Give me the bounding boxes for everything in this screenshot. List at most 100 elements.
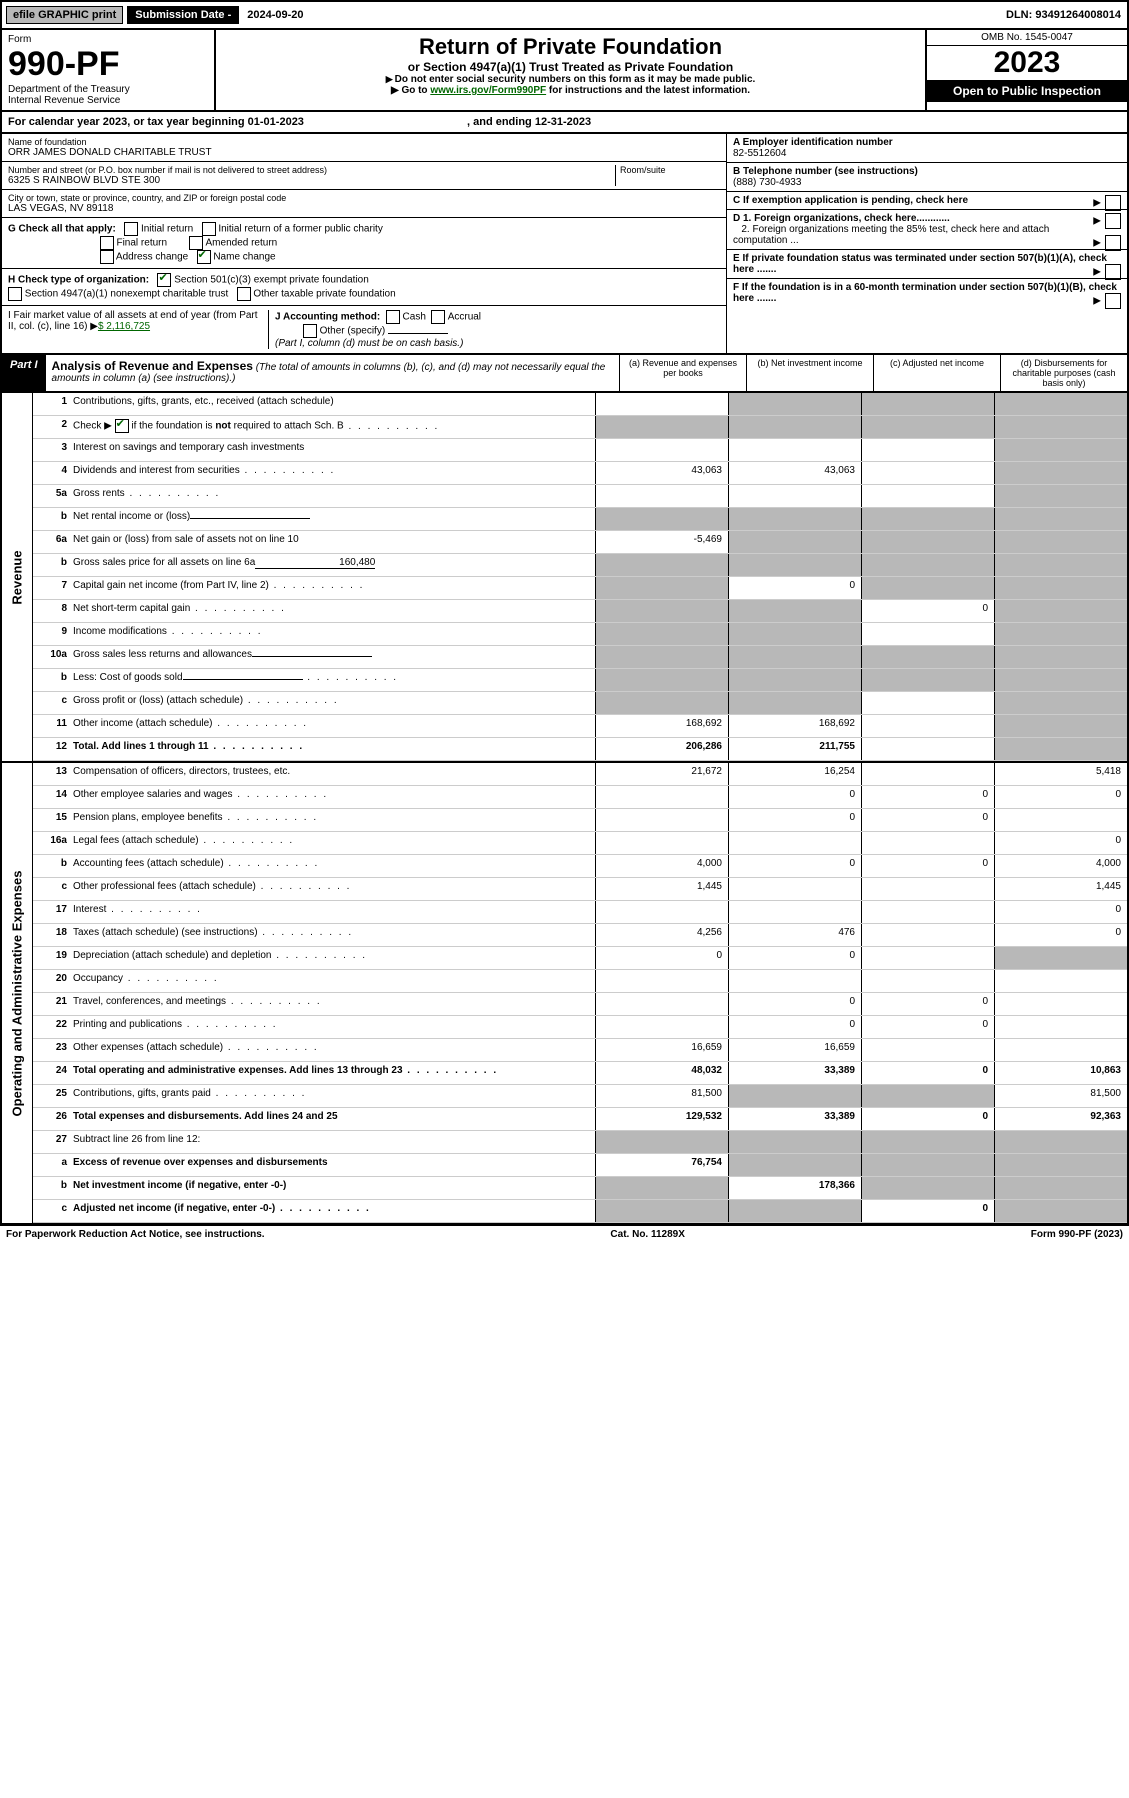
cell-c: 0 <box>861 855 994 877</box>
cb-initial[interactable] <box>124 222 138 236</box>
ein: 82-5512604 <box>733 148 786 159</box>
line-27: 27Subtract line 26 from line 12: <box>33 1131 1127 1154</box>
cb-f[interactable] <box>1105 293 1121 309</box>
line-b: bNet investment income (if negative, ent… <box>33 1177 1127 1200</box>
cb-name-change[interactable] <box>197 250 211 264</box>
part-title: Analysis of Revenue and Expenses (The to… <box>46 355 619 391</box>
other-specify[interactable] <box>388 333 448 334</box>
line-num: 4 <box>33 462 71 484</box>
section-h: H Check type of organization: Section 50… <box>2 269 726 306</box>
cb-501c3[interactable] <box>157 273 171 287</box>
j-acc: Accrual <box>448 312 481 323</box>
line-num: 20 <box>33 970 71 992</box>
form-ref: Form 990-PF (2023) <box>1031 1229 1123 1240</box>
line-num: 1 <box>33 393 71 415</box>
cell-a: 168,692 <box>595 715 728 737</box>
line-label: Occupancy <box>71 970 595 992</box>
cell-b <box>728 485 861 507</box>
cell-b <box>728 1131 861 1153</box>
cb-4947[interactable] <box>8 287 22 301</box>
cell-c: 0 <box>861 1108 994 1130</box>
cell-a <box>595 1131 728 1153</box>
form-link[interactable]: www.irs.gov/Form990PF <box>430 85 546 96</box>
cb-other-tax[interactable] <box>237 287 251 301</box>
dept: Department of the Treasury <box>8 84 208 95</box>
revenue-side-label: Revenue <box>10 550 25 604</box>
cell-a <box>595 623 728 645</box>
cb-c[interactable] <box>1105 195 1121 211</box>
line-label: Pension plans, employee benefits <box>71 809 595 831</box>
h3: Other taxable private foundation <box>253 289 395 300</box>
cb-initial-former[interactable] <box>202 222 216 236</box>
line-label: Other income (attach schedule) <box>71 715 595 737</box>
cell-c <box>861 715 994 737</box>
cell-b: 476 <box>728 924 861 946</box>
cell-c <box>861 508 994 530</box>
foundation-name: ORR JAMES DONALD CHARITABLE TRUST <box>8 147 720 158</box>
line-label: Other employee salaries and wages <box>71 786 595 808</box>
cell-d <box>994 1016 1127 1038</box>
open-inspection: Open to Public Inspection <box>927 80 1127 102</box>
i-val[interactable]: $ 2,116,725 <box>98 321 150 332</box>
cell-b <box>728 554 861 576</box>
h-label: H Check type of organization: <box>8 275 149 286</box>
line-10a: 10aGross sales less returns and allowanc… <box>33 646 1127 669</box>
line-25: 25Contributions, gifts, grants paid81,50… <box>33 1085 1127 1108</box>
line-label: Less: Cost of goods sold <box>71 669 595 691</box>
inline-field[interactable] <box>252 656 372 657</box>
expenses-table: Operating and Administrative Expenses 13… <box>0 763 1129 1225</box>
cell-d: 0 <box>994 901 1127 923</box>
line-label: Total. Add lines 1 through 11 <box>71 738 595 760</box>
addr-label: Number and street (or P.O. box number if… <box>8 165 615 175</box>
cell-c <box>861 738 994 760</box>
cat-no: Cat. No. 11289X <box>610 1229 684 1240</box>
cb-final[interactable] <box>100 236 114 250</box>
g5: Name change <box>213 252 275 263</box>
cb-d2[interactable] <box>1105 235 1121 251</box>
col-b: (b) Net investment income <box>746 355 873 391</box>
line-num: 24 <box>33 1062 71 1084</box>
cell-d <box>994 485 1127 507</box>
cell-a <box>595 1200 728 1222</box>
cb-accrual[interactable] <box>431 310 445 324</box>
g3: Amended return <box>206 238 278 249</box>
cell-b: 0 <box>728 577 861 599</box>
cell-b: 43,063 <box>728 462 861 484</box>
line-label: Travel, conferences, and meetings <box>71 993 595 1015</box>
cb-d1[interactable] <box>1105 213 1121 229</box>
line-num: 18 <box>33 924 71 946</box>
inline-field[interactable] <box>183 679 303 680</box>
irs: Internal Revenue Service <box>8 95 208 106</box>
cell-c <box>861 393 994 415</box>
cb-amended[interactable] <box>189 236 203 250</box>
line-24: 24Total operating and administrative exp… <box>33 1062 1127 1085</box>
line-2: 2Check ▶ if the foundation is not requir… <box>33 416 1127 439</box>
cell-c <box>861 901 994 923</box>
inline-field[interactable] <box>190 518 310 519</box>
g1: Initial return of a former public charit… <box>218 224 383 235</box>
name-label: Name of foundation <box>8 137 720 147</box>
cell-a: 4,256 <box>595 924 728 946</box>
instr-2a: Go to <box>401 85 430 96</box>
efile-button[interactable]: efile GRAPHIC print <box>6 6 123 24</box>
line-num: 2 <box>33 416 71 438</box>
line-11: 11Other income (attach schedule)168,6921… <box>33 715 1127 738</box>
cell-c: 0 <box>861 786 994 808</box>
line-1: 1Contributions, gifts, grants, etc., rec… <box>33 393 1127 416</box>
cb-schb[interactable] <box>115 419 129 433</box>
cell-b: 16,659 <box>728 1039 861 1061</box>
cell-b <box>728 878 861 900</box>
part-tag: Part I <box>2 355 46 391</box>
line-num: c <box>33 692 71 714</box>
cb-e[interactable] <box>1105 264 1121 280</box>
cell-b: 178,366 <box>728 1177 861 1199</box>
cell-c <box>861 669 994 691</box>
cb-cash[interactable] <box>386 310 400 324</box>
part-title-b: Analysis of Revenue and Expenses <box>52 359 253 373</box>
cell-d <box>994 1200 1127 1222</box>
cell-c <box>861 947 994 969</box>
line-label: Total operating and administrative expen… <box>71 1062 595 1084</box>
footer: For Paperwork Reduction Act Notice, see … <box>0 1225 1129 1243</box>
cb-addr-change[interactable] <box>100 250 114 264</box>
cb-other-method[interactable] <box>303 324 317 338</box>
